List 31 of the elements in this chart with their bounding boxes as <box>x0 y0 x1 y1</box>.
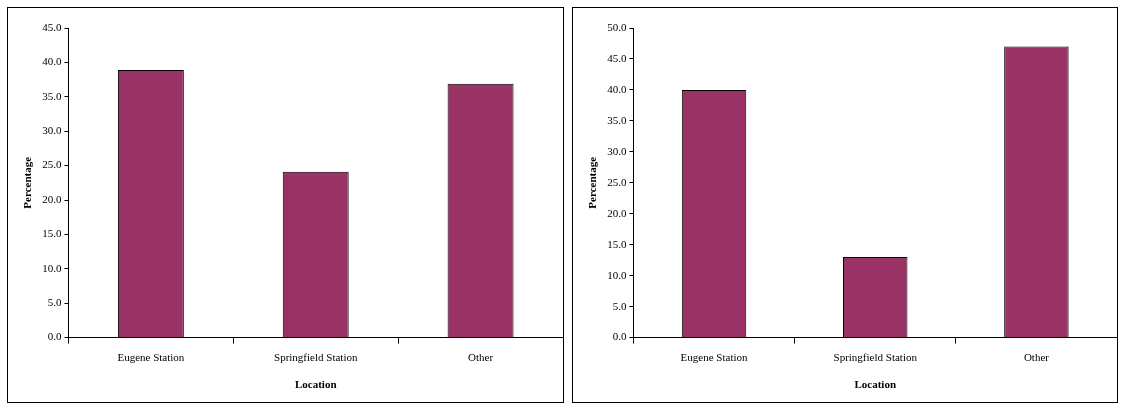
y-tick-label: 0.0 <box>47 330 62 343</box>
x-tick-label: Springfield Station <box>833 351 918 364</box>
x-axis-title: Location <box>854 378 897 391</box>
y-tick-label: 15.0 <box>42 227 62 240</box>
y-tick-label: 10.0 <box>607 268 627 281</box>
y-axis-title: Percentage <box>21 156 34 209</box>
y-tick-label: 30.0 <box>607 144 627 157</box>
x-tick-label: Other <box>468 351 494 364</box>
x-axis-title: Location <box>294 378 337 391</box>
x-tick-label: Springfield Station <box>274 351 358 364</box>
y-tick-label: 5.0 <box>47 296 62 309</box>
y-tick-label: 35.0 <box>607 113 627 126</box>
y-axis-title: Percentage <box>586 156 599 209</box>
y-tick-label: 25.0 <box>607 175 627 188</box>
y-tick-label: 25.0 <box>42 158 62 171</box>
y-tick-label: 45.0 <box>607 51 627 64</box>
y-tick-label: 20.0 <box>42 192 62 205</box>
y-tick-label: 20.0 <box>607 206 627 219</box>
y-tick-label: 50.0 <box>607 20 627 33</box>
y-tick-label: 40.0 <box>607 82 627 95</box>
y-tick-label: 0.0 <box>612 330 627 343</box>
x-tick-label: Eugene Station <box>680 351 748 364</box>
x-tick-label: Other <box>1023 351 1050 364</box>
y-tick-label: 45.0 <box>42 20 62 33</box>
y-tick-label: 30.0 <box>42 124 62 137</box>
y-tick-label: 10.0 <box>42 261 62 274</box>
y-tick-label: 5.0 <box>612 299 627 312</box>
y-tick-label: 15.0 <box>607 237 627 250</box>
y-tick-label: 35.0 <box>42 89 62 102</box>
y-tick-label: 40.0 <box>42 55 62 68</box>
x-tick-label: Eugene Station <box>117 351 185 364</box>
